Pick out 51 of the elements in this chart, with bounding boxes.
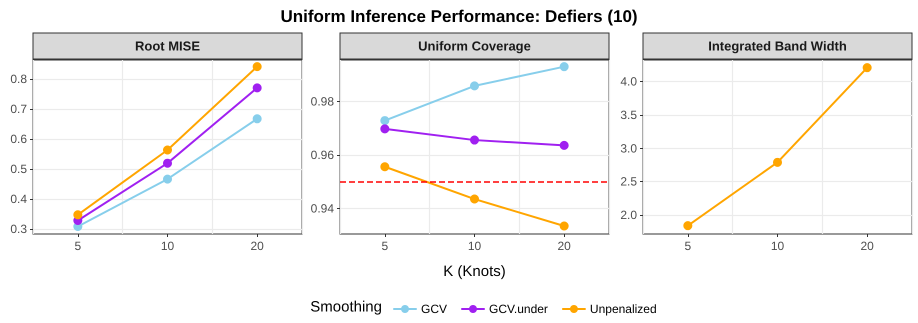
x-tick-label: 10 [160,239,174,253]
point [470,136,479,145]
point [470,194,479,204]
y-tick-label: 0.94 [310,201,334,216]
y-tick-label: 0.6 [10,132,28,146]
point [560,140,569,150]
point [380,162,390,172]
point [862,63,872,72]
x-tick-label: 5 [381,239,388,253]
legend-title: Smoothing [310,298,382,316]
y-tick-label: 2.5 [620,174,638,189]
legend-label: GCV [421,302,448,316]
chart-title: Integrated Band Width [708,38,847,54]
x-tick-label: 5 [684,239,692,253]
point [73,210,82,220]
y-tick-label: 0.96 [310,148,334,162]
point [773,158,782,167]
point [470,81,479,90]
y-tick-label: 0.8 [10,72,28,86]
point [252,114,262,124]
point [683,221,692,230]
chart-title: Uniform Coverage [418,38,531,54]
legend-label: GCV.under [489,302,548,316]
chart-title: Root MISE [135,38,200,54]
point [163,174,172,184]
y-tick-label: 0.98 [310,94,334,109]
text: Uniform Inference Performance: Defiers (10) [280,7,638,26]
y-tick-label: 0.4 [10,192,28,206]
point [380,116,390,126]
point [252,83,262,92]
x-axis-title: K (Knots) [443,263,506,280]
point [252,62,262,72]
x-tick-label: 10 [770,239,784,253]
point [560,62,569,72]
x-tick-label: 10 [468,239,482,253]
y-tick-label: 4.0 [620,74,638,89]
x-tick-label: 5 [74,239,82,253]
point [163,158,172,168]
y-tick-label: 0.5 [10,162,28,176]
x-tick-label: 20 [557,239,572,253]
point [380,124,390,134]
y-tick-label: 3.5 [620,108,638,122]
legend-label: Unpenalized [590,302,657,316]
x-tick-label: 20 [250,239,264,253]
x-tick-label: 20 [860,239,874,253]
y-tick-label: 0.3 [10,222,28,236]
y-tick-label: 2.0 [620,208,638,222]
point [560,221,569,230]
y-tick-label: 0.7 [10,102,28,116]
point [163,146,172,154]
y-tick-label: 3.0 [620,141,638,156]
